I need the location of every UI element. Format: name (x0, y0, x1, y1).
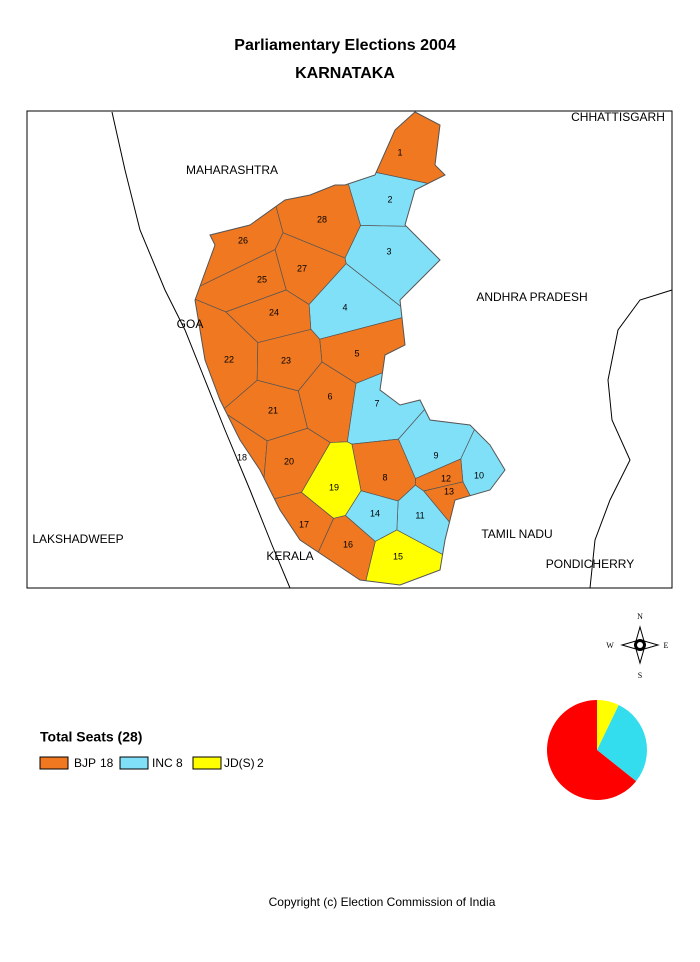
constituency-number: 13 (444, 486, 454, 496)
constituency-number: 4 (342, 302, 347, 312)
neighbour-label: CHHATTISGARH (571, 110, 665, 124)
constituency-number: 18 (237, 452, 247, 462)
constituency-number: 3 (386, 246, 391, 256)
constituency-number: 22 (224, 354, 234, 364)
constituency-number: 16 (343, 539, 353, 549)
pie-slice (597, 700, 619, 750)
legend-swatch (119, 756, 149, 770)
compass-n: N (637, 612, 643, 621)
neighbour-label: ANDHRA PRADESH (476, 290, 587, 304)
constituency-number: 27 (297, 263, 307, 273)
legend-seats: 8 (176, 756, 183, 770)
pie-chart (546, 700, 647, 800)
legend-seats: 18 (100, 756, 114, 770)
legend-party: JD(S) (224, 756, 255, 770)
legend-party: INC (152, 756, 173, 770)
constituency-number: 15 (393, 551, 403, 561)
constituency-number: 25 (257, 274, 267, 284)
constituency-number: 1 (397, 147, 402, 157)
state-outline (194, 111, 506, 586)
neighbour-label: KERALA (266, 549, 313, 563)
constituency-number: 7 (374, 398, 379, 408)
legend-party: BJP (74, 756, 96, 770)
legend: BJP 18 INC 8 JD(S) 2 (39, 756, 264, 770)
constituency-number: 11 (415, 510, 424, 520)
copyright: Copyright (c) Election Commission of Ind… (269, 895, 496, 909)
neighbour-label: MAHARASHTRA (186, 163, 278, 177)
constituency-number: 28 (317, 214, 327, 224)
constituency-number: 26 (238, 235, 248, 245)
legend-title: Total Seats (28) (40, 729, 142, 745)
pie-slice (597, 704, 647, 782)
constituency-number: 12 (441, 473, 451, 483)
constituency-number: 17 (299, 519, 309, 529)
east-coast (589, 289, 673, 589)
constituency-number: 8 (382, 472, 387, 482)
west-coast (111, 111, 291, 589)
neighbour-label: PONDICHERRY (546, 557, 634, 571)
constituency (415, 458, 464, 492)
constituency-number: 10 (474, 470, 484, 480)
pie-slice (546, 700, 637, 800)
constituency-number: 2 (387, 194, 392, 204)
legend-seats: 2 (257, 756, 264, 770)
legend-swatch (192, 756, 222, 770)
constituency-number: 23 (281, 355, 291, 365)
compass-e: E (664, 641, 669, 650)
subtitle: KARNATAKA (295, 65, 395, 82)
constituency-number: 5 (354, 348, 359, 358)
neighbour-label: TAMIL NADU (481, 527, 552, 541)
constituency-number: 20 (284, 456, 294, 466)
compass-w: W (606, 641, 614, 650)
neighbour-label: LAKSHADWEEP (32, 532, 123, 546)
compass-s: S (638, 671, 642, 680)
constituency-number: 9 (433, 450, 438, 460)
constituency-number: 21 (268, 405, 278, 415)
compass: N S E W (606, 612, 668, 680)
constituency (301, 441, 362, 519)
constituency-number: 24 (269, 307, 279, 317)
constituency-number: 6 (327, 391, 332, 401)
legend-swatch (39, 756, 69, 770)
constituency-number: 19 (329, 482, 339, 492)
neighbour-label: GOA (177, 317, 204, 331)
constituency-number: 14 (370, 508, 380, 518)
title: Parliamentary Elections 2004 (234, 37, 456, 54)
